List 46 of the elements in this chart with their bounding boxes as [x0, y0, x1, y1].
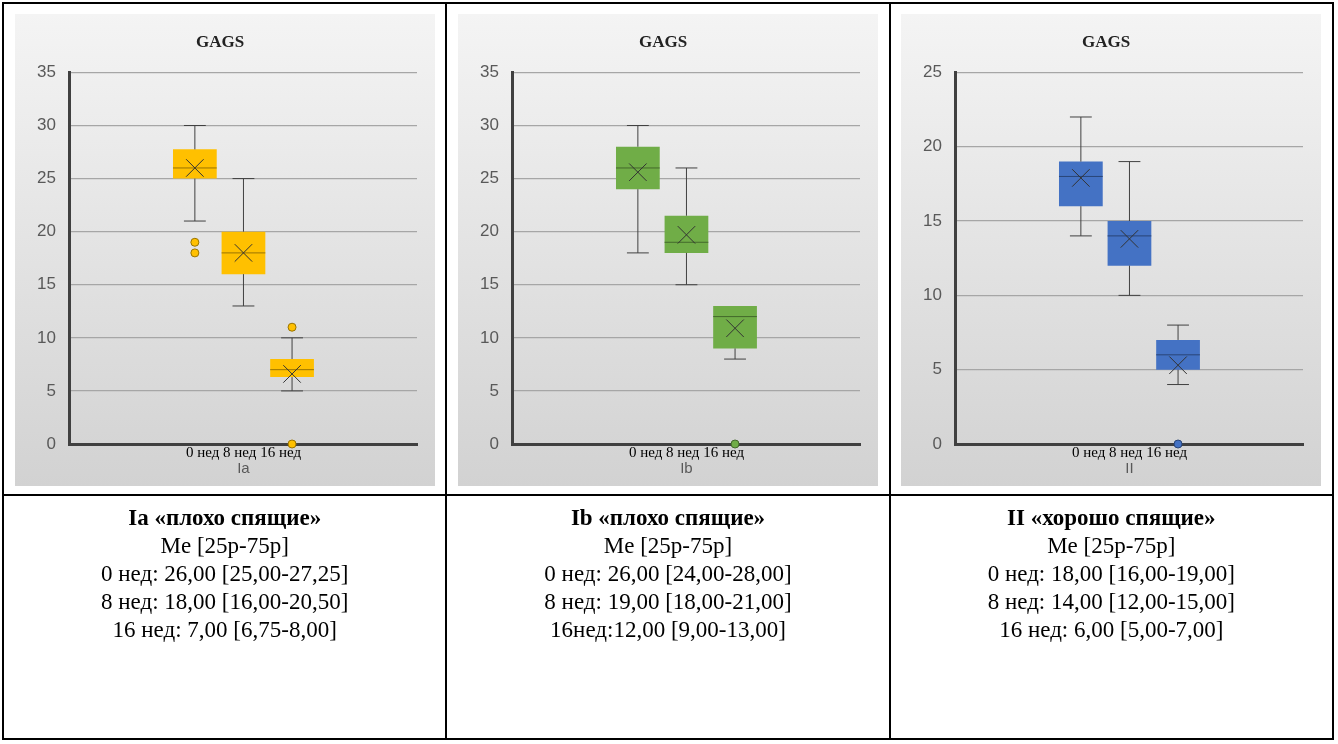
chart-title: GAGS: [195, 31, 244, 51]
x-tick-label: 0 нед 8 нед 16 нед: [185, 443, 302, 460]
text: 8 нед: 19,00 [18,00-21,00]: [543, 588, 793, 616]
y-tick-label: 0: [46, 433, 56, 453]
x-axis-title: II: [1125, 459, 1134, 477]
x-axis-title: Ib: [680, 459, 693, 477]
chart-title: GAGS: [638, 31, 688, 51]
y-tick-label: 15: [36, 274, 56, 294]
y-tick-label: 20: [923, 136, 943, 156]
y-tick-label: 15: [479, 274, 499, 294]
x-axis-title: Ia: [236, 459, 251, 477]
y-tick-label: 10: [36, 327, 56, 347]
y-tick-label: 0: [932, 433, 943, 453]
text: 0 нед: 26,00 [24,00-28,00]: [543, 560, 793, 588]
text: 16 нед: 6,00 [5,00-7,00]: [998, 616, 1225, 644]
text: Me [25p-75p]: [1046, 532, 1177, 560]
chart-title: GAGS: [1082, 31, 1131, 51]
y-tick-label: 10: [479, 327, 499, 347]
text: 8 нед: 18,00 [16,00-20,50]: [100, 588, 350, 616]
text: Me [25p-75p]: [602, 532, 734, 560]
text: Ia «плохо спящие»: [127, 504, 323, 532]
y-tick-label: 35: [479, 62, 499, 82]
y-tick-label: 25: [36, 168, 56, 188]
y-tick-label: 0: [489, 433, 499, 453]
y-tick-label: 5: [46, 380, 56, 400]
text: 8 нед: 14,00 [12,00-15,00]: [986, 588, 1236, 616]
x-tick-label: 0 нед 8 нед 16 нед: [1072, 443, 1188, 460]
y-tick-label: 20: [36, 221, 56, 241]
y-tick-label: 25: [479, 168, 499, 188]
y-tick-label: 20: [479, 221, 499, 241]
text: 16 нед: 7,00 [6,75-8,00]: [111, 616, 338, 644]
text: Ib «плохо спящие»: [569, 504, 767, 532]
y-tick-label: 30: [36, 115, 56, 135]
y-tick-label: 30: [479, 115, 499, 135]
text: 0 нед: 26,00 [25,00-27,25]: [100, 560, 350, 588]
y-tick-label: 10: [923, 285, 943, 305]
y-tick-label: 5: [489, 380, 499, 400]
y-tick-label: 5: [932, 359, 943, 379]
text: 0 нед: 18,00 [16,00-19,00]: [986, 560, 1236, 588]
y-tick-label: 15: [923, 210, 943, 230]
y-tick-label: 35: [36, 62, 56, 82]
y-tick-label: 25: [923, 62, 943, 82]
text: 16нед:12,00 [9,00-13,00]: [549, 616, 787, 644]
x-tick-label: 0 нед 8 нед 16 нед: [628, 443, 745, 460]
text: Me [25p-75p]: [159, 532, 290, 560]
text: II «хорошо спящие»: [1006, 504, 1217, 532]
